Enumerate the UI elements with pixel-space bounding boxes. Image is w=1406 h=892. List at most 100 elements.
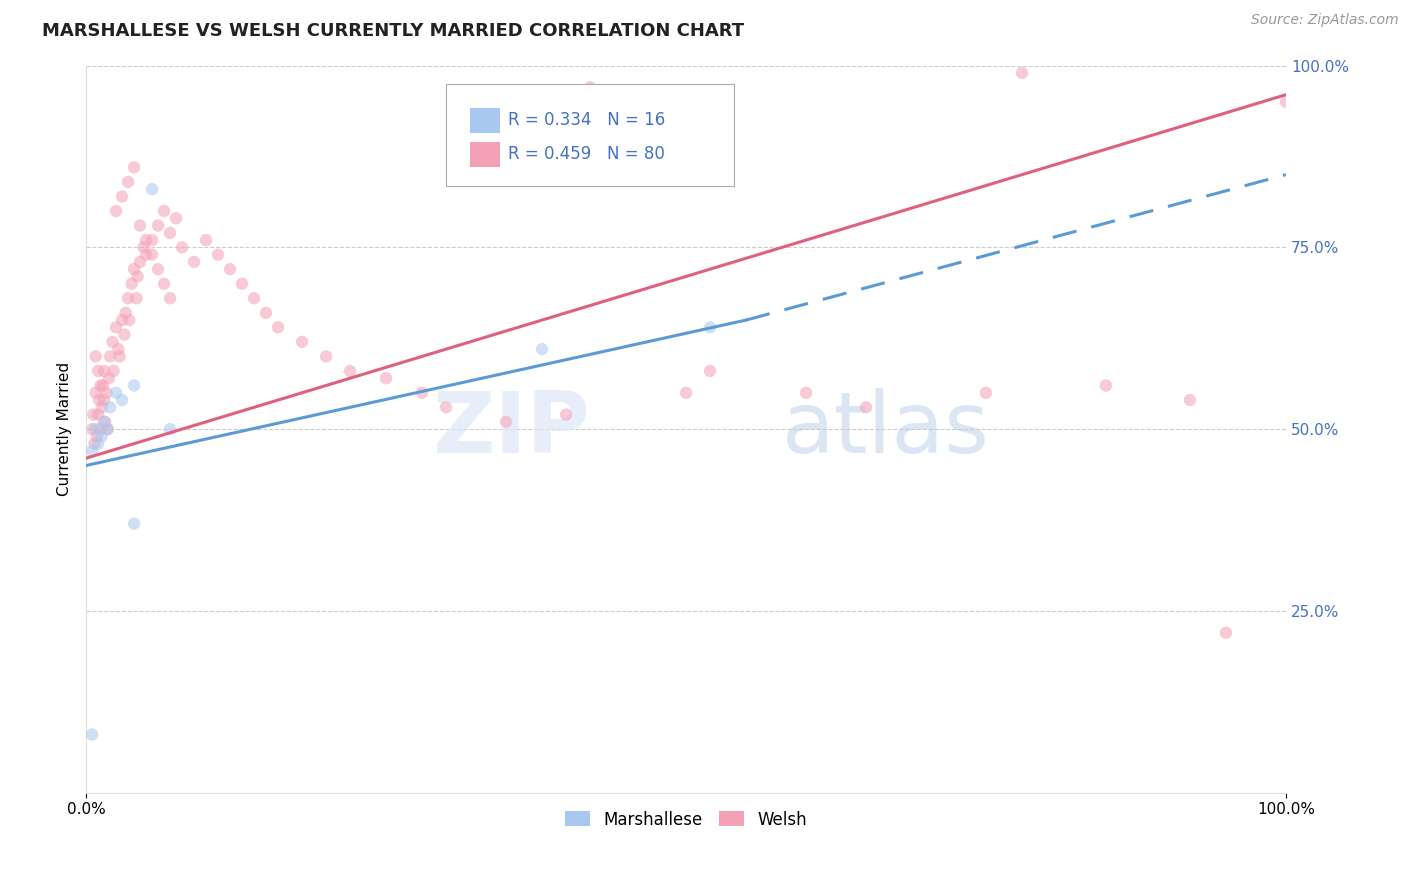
Point	[315, 350, 337, 364]
Point	[135, 233, 157, 247]
Point	[195, 233, 218, 247]
Point	[141, 233, 163, 247]
Point	[80, 727, 103, 741]
Point	[1275, 95, 1298, 109]
Point	[80, 422, 103, 436]
Point	[122, 262, 145, 277]
Point	[141, 247, 163, 261]
Point	[111, 189, 134, 203]
Point	[243, 291, 266, 305]
Point	[146, 262, 169, 277]
Point	[699, 364, 721, 378]
Point	[495, 415, 517, 429]
Point	[89, 422, 111, 436]
Point	[89, 378, 111, 392]
Point	[153, 204, 176, 219]
Point	[90, 401, 112, 415]
Point	[129, 255, 152, 269]
Point	[122, 161, 145, 175]
Point	[974, 385, 997, 400]
Point	[107, 342, 129, 356]
Text: Source: ZipAtlas.com: Source: ZipAtlas.com	[1251, 13, 1399, 28]
Point	[84, 350, 107, 364]
Legend: Marshallese, Welsh: Marshallese, Welsh	[558, 804, 814, 835]
Point	[117, 291, 139, 305]
Point	[93, 364, 115, 378]
Point	[146, 219, 169, 233]
Point	[98, 401, 121, 415]
Point	[111, 313, 134, 327]
Text: MARSHALLESE VS WELSH CURRENTLY MARRIED CORRELATION CHART: MARSHALLESE VS WELSH CURRENTLY MARRIED C…	[42, 22, 744, 40]
Point	[87, 436, 110, 450]
Point	[118, 313, 141, 327]
Text: atlas: atlas	[782, 388, 990, 471]
Point	[1215, 625, 1237, 640]
Point	[91, 378, 114, 392]
Point	[97, 422, 120, 436]
Text: R = 0.334   N = 16: R = 0.334 N = 16	[509, 112, 665, 129]
Point	[84, 385, 107, 400]
Point	[121, 277, 143, 291]
Point	[114, 306, 136, 320]
Point	[267, 320, 290, 334]
Point	[108, 350, 131, 364]
Point	[98, 350, 121, 364]
Point	[159, 226, 181, 240]
Point	[97, 422, 120, 436]
Point	[165, 211, 187, 226]
Point	[375, 371, 398, 385]
Point	[153, 277, 176, 291]
Point	[93, 415, 115, 429]
Point	[135, 247, 157, 261]
Point	[105, 320, 128, 334]
Point	[90, 429, 112, 443]
Point	[339, 364, 361, 378]
Point	[855, 401, 877, 415]
Point	[1011, 66, 1033, 80]
Point	[170, 240, 193, 254]
Point	[794, 385, 817, 400]
Point	[82, 408, 104, 422]
Point	[94, 415, 117, 429]
Point	[93, 392, 115, 407]
Point	[111, 392, 134, 407]
Point	[411, 385, 433, 400]
Point	[89, 392, 111, 407]
Point	[555, 408, 578, 422]
Point	[1095, 378, 1118, 392]
Point	[122, 378, 145, 392]
Bar	[470, 108, 501, 133]
Point	[103, 364, 125, 378]
Point	[675, 385, 697, 400]
Point	[434, 401, 457, 415]
Point	[84, 422, 107, 436]
Point	[579, 80, 602, 95]
Point	[531, 342, 554, 356]
Point	[207, 247, 229, 261]
Point	[231, 277, 253, 291]
Point	[105, 204, 128, 219]
Point	[87, 364, 110, 378]
Point	[105, 385, 128, 400]
Point	[125, 291, 148, 305]
Point	[159, 291, 181, 305]
FancyBboxPatch shape	[446, 84, 734, 186]
Point	[117, 175, 139, 189]
Point	[97, 371, 120, 385]
Point	[86, 429, 108, 443]
Text: R = 0.459   N = 80: R = 0.459 N = 80	[509, 145, 665, 163]
Point	[291, 334, 314, 349]
Point	[183, 255, 205, 269]
Point	[219, 262, 242, 277]
Point	[132, 240, 155, 254]
Point	[1178, 392, 1201, 407]
Point	[699, 320, 721, 334]
Point	[127, 269, 149, 284]
Point	[129, 219, 152, 233]
Point	[96, 385, 118, 400]
Point	[141, 182, 163, 196]
Y-axis label: Currently Married: Currently Married	[58, 362, 72, 496]
Point	[159, 422, 181, 436]
Point	[122, 516, 145, 531]
Text: ZIP: ZIP	[432, 388, 591, 471]
